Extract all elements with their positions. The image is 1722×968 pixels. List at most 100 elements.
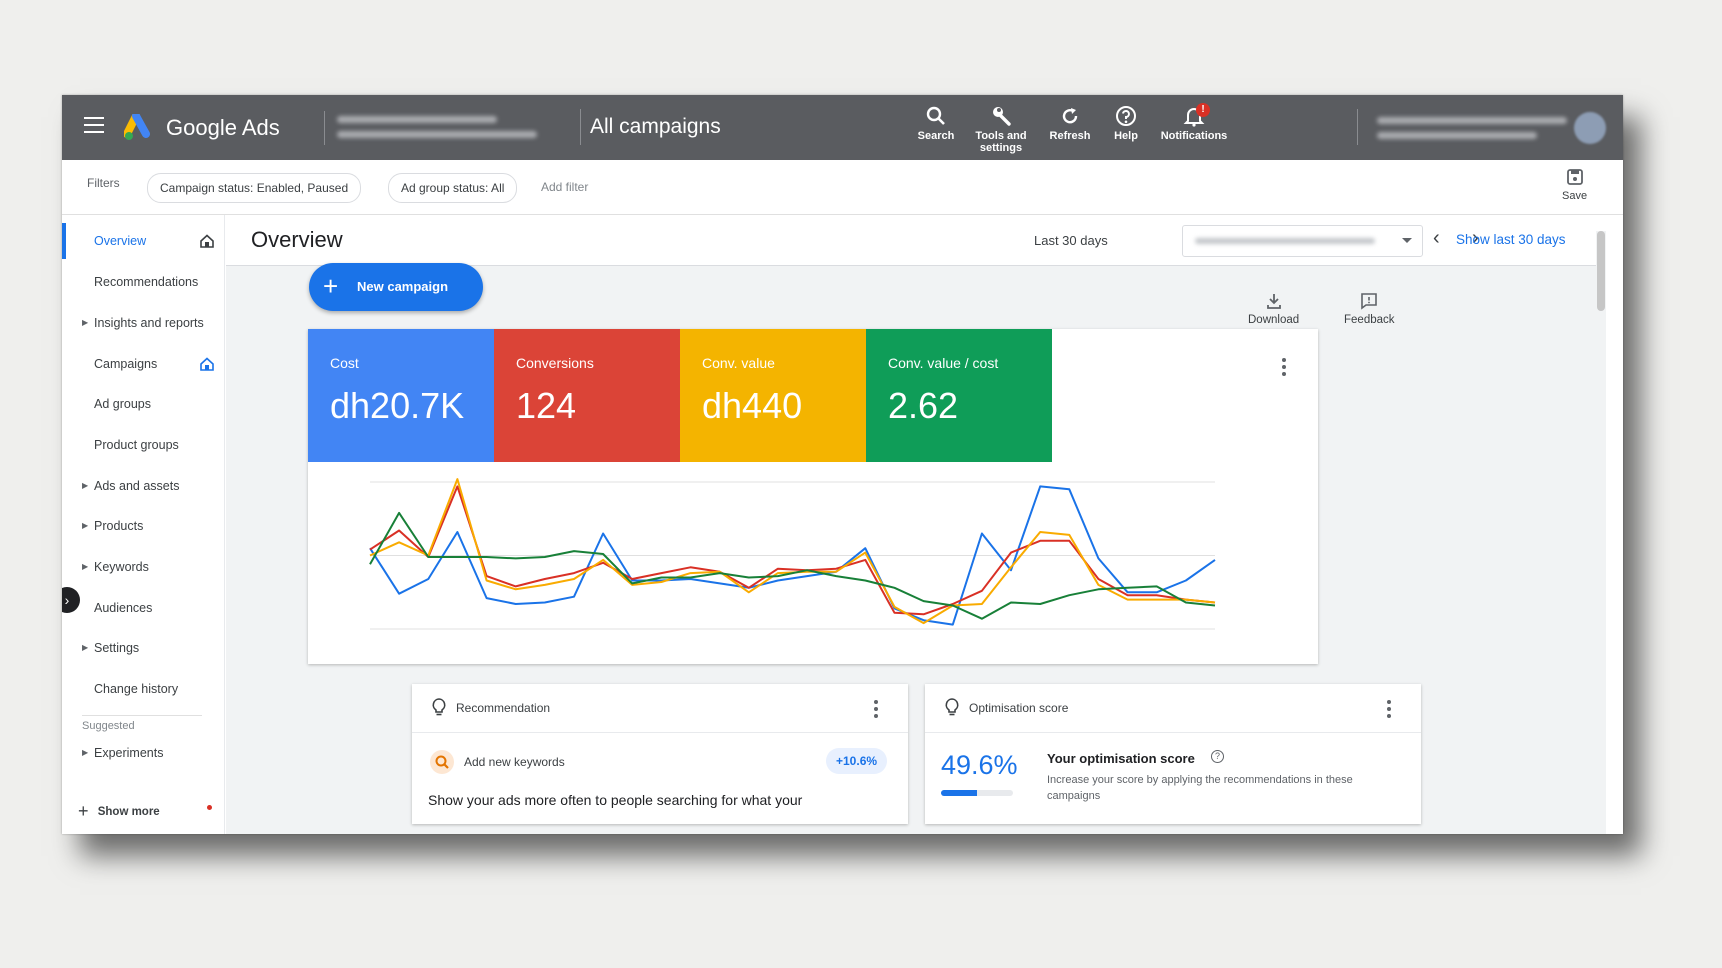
sidebar-item-ad-groups[interactable]: Ad groups — [94, 397, 151, 411]
date-range-dropdown[interactable] — [1182, 225, 1423, 257]
card-menu-button[interactable] — [874, 700, 878, 721]
collapse-sidebar-button[interactable]: › — [62, 587, 80, 613]
recommendation-card: Recommendation Add new keywords +10.6% S… — [412, 684, 908, 824]
expand-arrow-icon: ▶ — [82, 481, 89, 490]
show-more-button[interactable]: + Show more — [78, 801, 212, 822]
sidebar-item-settings[interactable]: ▶ Settings — [62, 630, 224, 666]
suggested-label: Suggested — [82, 720, 135, 732]
sidebar-item-keywords[interactable]: ▶ Keywords — [62, 549, 224, 585]
card-title: Optimisation score — [969, 701, 1069, 715]
help-icon — [1116, 106, 1136, 126]
recommendation-item[interactable]: Add new keywords — [464, 755, 565, 769]
expand-arrow-icon: ▶ — [82, 521, 89, 530]
save-icon — [1566, 169, 1583, 185]
next-period-button[interactable]: › — [1472, 227, 1479, 250]
main-header: Overview Last 30 days ‹ › Show last 30 d… — [226, 215, 1606, 266]
help-icon[interactable]: ? — [1211, 750, 1224, 763]
home-icon — [200, 357, 214, 371]
scrollbar[interactable] — [1596, 231, 1606, 821]
divider — [580, 109, 581, 145]
optimisation-description: Increase your score by applying the reco… — [1047, 774, 1353, 802]
sidebar-item-change-history[interactable]: Change history — [94, 682, 179, 696]
card-title: Recommendation — [456, 701, 551, 715]
optimisation-score-bar-fill — [941, 790, 977, 796]
sidebar-item-ads-assets[interactable]: ▶ Ads and assets — [62, 468, 224, 504]
show-last-30-days-link[interactable]: Show last 30 days — [1456, 232, 1566, 247]
add-filter-button[interactable]: Add filter — [541, 180, 589, 194]
breadcrumb[interactable]: All campaigns — [590, 115, 721, 138]
kpi-label: Conv. value — [702, 355, 775, 371]
sidebar: Overview Recommendations ▶ Insights and r… — [62, 215, 225, 834]
search-icon — [926, 106, 945, 125]
new-indicator-dot — [207, 805, 212, 810]
divider — [82, 715, 202, 716]
wrench-icon — [993, 107, 1011, 126]
sidebar-item-experiments[interactable]: ▶ Experiments — [62, 735, 224, 771]
date-range-label: Last 30 days — [1034, 233, 1108, 248]
top-bar: Google Ads All campaigns Search Tools an… — [62, 95, 1623, 160]
optimisation-score-bar — [941, 790, 1013, 796]
sidebar-item-insights[interactable]: ▶ Insights and reports — [62, 305, 224, 341]
filter-chip-ad-group-status[interactable]: Ad group status: All — [388, 173, 518, 203]
kpi-value: dh440 — [702, 385, 803, 426]
kpi-tile-0[interactable]: Cost dh20.7K — [308, 329, 494, 462]
new-campaign-button[interactable]: + New campaign — [309, 263, 483, 311]
download-icon — [1266, 294, 1281, 309]
save-button[interactable]: Save — [1562, 168, 1587, 202]
lightbulb-icon — [945, 698, 959, 716]
sidebar-item-products[interactable]: ▶ Products — [62, 508, 224, 544]
sidebar-item-audiences[interactable]: Audiences — [94, 601, 153, 615]
kpi-label: Cost — [330, 355, 359, 371]
expand-arrow-icon: ▶ — [82, 318, 89, 327]
filter-chip-campaign-status[interactable]: Campaign status: Enabled, Paused — [147, 173, 362, 203]
kpi-tile-2[interactable]: Conv. value dh440 — [680, 329, 866, 462]
chart-series-line-1 — [369, 485, 1216, 616]
chevron-right-icon: › — [1472, 227, 1479, 249]
tools-settings-button[interactable]: Tools and settings — [966, 105, 1036, 154]
home-icon — [200, 234, 214, 248]
sidebar-item-overview[interactable]: Overview — [62, 223, 224, 259]
card-menu-button[interactable] — [1387, 700, 1391, 721]
kpi-value: dh20.7K — [330, 385, 465, 426]
sidebar-item-product-groups[interactable]: Product groups — [94, 438, 179, 452]
sidebar-item-recommendations[interactable]: Recommendations — [94, 275, 199, 289]
optimisation-score-card: Optimisation score 49.6% Your optimisati… — [925, 684, 1421, 824]
plus-icon: + — [78, 801, 89, 821]
kpi-tile-1[interactable]: Conversions 124 — [494, 329, 680, 462]
plus-icon: + — [323, 271, 339, 301]
menu-icon[interactable] — [84, 117, 104, 138]
notifications-button[interactable]: ! Notifications — [1160, 103, 1228, 142]
chevron-right-icon: › — [64, 592, 70, 608]
expand-arrow-icon: ▶ — [82, 748, 89, 757]
feedback-button[interactable]: Feedback — [1344, 292, 1395, 326]
feedback-icon — [1361, 293, 1378, 310]
scrollbar-thumb[interactable] — [1597, 231, 1605, 311]
download-button[interactable]: Download — [1248, 292, 1299, 326]
kpi-value: 2.62 — [888, 385, 959, 426]
refresh-button[interactable]: Refresh — [1042, 105, 1098, 142]
score-uplift-badge: +10.6% — [826, 748, 888, 774]
previous-period-button[interactable]: ‹ — [1433, 227, 1440, 250]
help-button[interactable]: Help — [1104, 105, 1148, 142]
refresh-icon — [1062, 108, 1078, 124]
user-account[interactable] — [1377, 113, 1567, 147]
optimisation-heading: Your optimisation score — [1047, 751, 1195, 766]
search-button[interactable]: Search — [906, 105, 966, 142]
chevron-left-icon: ‹ — [1433, 227, 1440, 249]
page-title: Overview — [251, 227, 343, 252]
account-selector[interactable] — [324, 111, 575, 145]
chart-series-line-0 — [369, 485, 1216, 626]
avatar[interactable] — [1574, 112, 1606, 144]
performance-chart — [369, 478, 1216, 630]
sidebar-item-campaigns[interactable]: Campaigns — [62, 346, 224, 382]
kpi-label: Conversions — [516, 355, 594, 371]
expand-arrow-icon: ▶ — [82, 643, 89, 652]
kpi-label: Conv. value / cost — [888, 355, 999, 371]
optimisation-score-value: 49.6% — [941, 750, 1018, 780]
notification-badge: ! — [1196, 103, 1210, 117]
kpi-tile-3[interactable]: Conv. value / cost 2.62 — [866, 329, 1052, 462]
card-menu-button[interactable] — [1282, 358, 1286, 379]
chart-series-line-3 — [369, 511, 1216, 620]
card-header: Recommendation — [412, 684, 908, 733]
divider — [1357, 109, 1358, 145]
